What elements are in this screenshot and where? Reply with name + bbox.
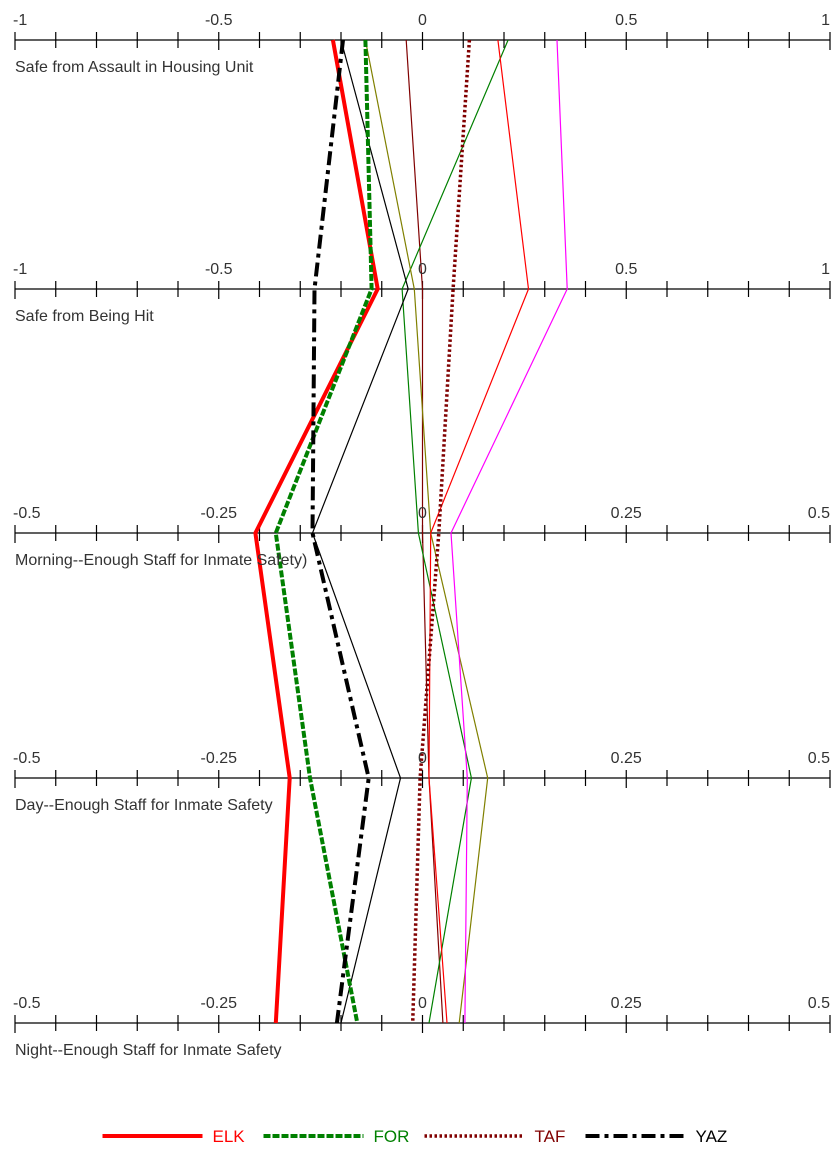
tick-label: 0.5 <box>808 995 830 1012</box>
axis-night-enough-staff-for-inmate-safety <box>14 1015 831 1033</box>
series-line-unlabeled-6 <box>364 39 489 1024</box>
tick-label: 1 <box>821 261 830 278</box>
tick-label: -1 <box>13 261 27 278</box>
legend-label: YAZ <box>696 1127 728 1146</box>
axis-day-enough-staff-for-inmate-safety <box>14 770 831 788</box>
tick-label: -0.5 <box>205 261 233 278</box>
tick-label: 0.5 <box>808 750 830 767</box>
series-line-taf <box>410 39 472 1024</box>
legend-label: TAF <box>535 1127 566 1146</box>
axis-title: Safe from Assault in Housing Unit <box>15 59 254 76</box>
series-line-for <box>273 39 374 1024</box>
tick-label: 0.5 <box>615 261 637 278</box>
axis-title: Day--Enough Staff for Inmate Safety <box>15 797 273 814</box>
tick-label: 0.5 <box>615 12 637 29</box>
tick-label: -0.5 <box>13 995 41 1012</box>
legend-item-elk: ELK <box>102 1127 246 1146</box>
tick-label: 0 <box>418 261 427 278</box>
axis-title: Morning--Enough Staff for Inmate Safety) <box>15 552 307 569</box>
tick-label: 1 <box>821 12 830 29</box>
legend-item-yaz: YAZ <box>585 1127 728 1146</box>
tick-label: 0.5 <box>808 505 830 522</box>
legend-label: FOR <box>374 1127 410 1146</box>
legend-item-for: FOR <box>263 1127 410 1146</box>
axis-title: Safe from Being Hit <box>15 308 154 325</box>
tick-label: 0.25 <box>611 750 642 767</box>
series-line-unlabeled-7 <box>311 39 409 1024</box>
tick-label: -0.25 <box>201 750 238 767</box>
tick-label: -1 <box>13 12 27 29</box>
tick-label: -0.5 <box>13 750 41 767</box>
legend-item-taf: TAF <box>424 1127 566 1146</box>
labels-layer: -1 -0.5 0 0.5 1 Safe from Assault in Housing … <box>13 12 830 1059</box>
tick-label: -0.5 <box>13 505 41 522</box>
axis-title: Night--Enough Staff for Inmate Safety <box>15 1042 282 1059</box>
tick-label: 0.25 <box>611 505 642 522</box>
tick-label: 0 <box>418 505 427 522</box>
tick-label: 0 <box>418 995 427 1012</box>
legend: ELK FOR TAF YAZ <box>102 1127 728 1146</box>
axis-safe-from-assault-in-housing-unit <box>14 32 831 50</box>
tick-label: -0.25 <box>201 995 238 1012</box>
series-layer <box>253 39 568 1024</box>
series-line-unlabeled-9 <box>450 39 568 1024</box>
tick-label: 0 <box>418 750 427 767</box>
series-line-unlabeled-4 <box>405 39 444 1024</box>
series-line-unlabeled-8 <box>428 39 530 1024</box>
tick-label: 0.25 <box>611 995 642 1012</box>
series-line-unlabeled-5 <box>401 39 509 1024</box>
series-line-elk <box>253 39 380 1024</box>
tick-label: 0 <box>418 12 427 29</box>
tick-label: -0.25 <box>201 505 238 522</box>
legend-label: ELK <box>213 1127 246 1146</box>
tick-label: -0.5 <box>205 12 233 29</box>
